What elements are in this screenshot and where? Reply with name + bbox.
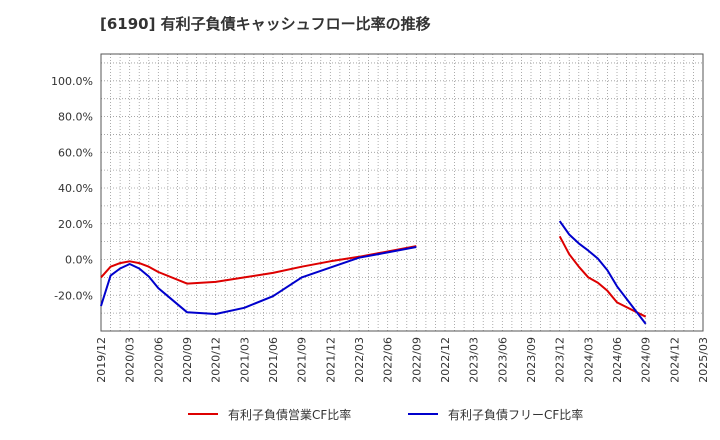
chart-title: [6190] 有利子負債キャッシュフロー比率の推移	[100, 15, 431, 33]
series-line-1	[558, 235, 647, 318]
y-tick-label: 100.0%	[51, 75, 93, 88]
plot-frame	[100, 53, 704, 332]
y-tick-label: 0.0%	[65, 254, 93, 267]
grid	[101, 54, 703, 331]
x-tick-label: 2020/03	[124, 337, 137, 383]
x-tick-label: 2023/12	[554, 337, 567, 383]
x-tick-label: 2023/06	[496, 337, 509, 383]
x-tick-label: 2024/03	[582, 337, 595, 383]
legend-label-1: 有利子負債営業CF比率	[228, 407, 351, 422]
x-tick-label: 2021/03	[238, 337, 251, 383]
x-tick-label: 2020/12	[210, 337, 223, 383]
x-tick-label: 2023/09	[525, 337, 538, 383]
y-tick-label: 40.0%	[58, 182, 93, 195]
series-lines	[100, 220, 647, 325]
x-tick-label: 2024/06	[611, 337, 624, 383]
x-tick-label: 2024/12	[668, 337, 681, 383]
series-line-1	[100, 245, 417, 285]
x-tick-label: 2023/03	[468, 337, 481, 383]
series-line-2	[100, 246, 417, 315]
y-tick-label: 20.0%	[58, 218, 93, 231]
x-tick-label: 2021/06	[267, 337, 280, 383]
x-tick-label: 2022/12	[439, 337, 452, 383]
x-tick-label: 2021/09	[296, 337, 309, 383]
legend: 有利子負債営業CF比率 有利子負債フリーCF比率	[188, 407, 583, 422]
legend-label-2: 有利子負債フリーCF比率	[448, 407, 583, 422]
x-tick-label: 2019/12	[95, 337, 108, 383]
x-tick-label: 2024/09	[640, 337, 653, 383]
y-tick-label: 60.0%	[58, 146, 93, 159]
x-tick-label: 2020/09	[181, 337, 194, 383]
x-tick-label: 2022/09	[410, 337, 423, 383]
x-tick-label: 2022/03	[353, 337, 366, 383]
y-tick-label: 80.0%	[58, 111, 93, 124]
x-axis-ticks: 2019/12 2020/03 2020/06 2020/09 2020/12 2021/…	[95, 337, 710, 383]
y-axis-ticks: 100.0% 80.0% 60.0% 40.0% 20.0% 0.0% -20.0%	[51, 75, 93, 302]
x-tick-label: 2021/12	[324, 337, 337, 383]
y-tick-label: -20.0%	[54, 289, 93, 302]
x-tick-label: 2022/06	[382, 337, 395, 383]
x-tick-label: 2025/03	[697, 337, 710, 383]
x-tick-label: 2020/06	[152, 337, 165, 383]
series-line-2	[558, 220, 647, 325]
